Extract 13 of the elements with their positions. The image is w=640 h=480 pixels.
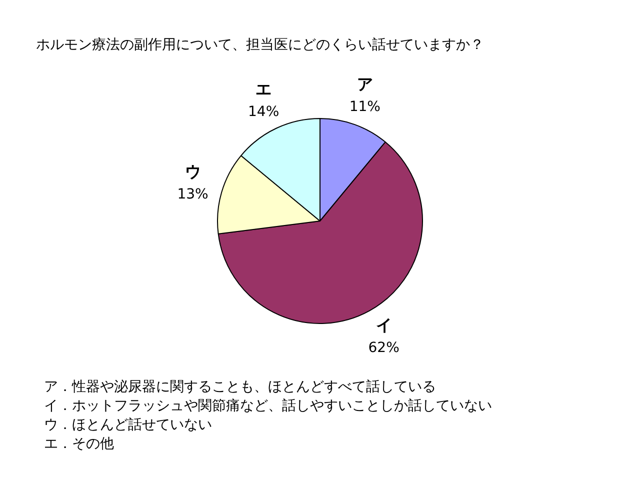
data-label: 62%: [368, 340, 400, 356]
data-label: 13%: [177, 186, 208, 203]
text: イ．ホットフラッシュや関節痛など、話しやすいことしか話していない: [44, 397, 492, 416]
slice-label: エ: [256, 79, 272, 98]
chart-title: ホルモン療法の副作用について、担当医にどのくらい話せていますか？: [36, 36, 484, 54]
data-label: 11%: [349, 98, 380, 115]
data-label: 14%: [248, 104, 280, 120]
slice-label: ウ: [184, 162, 201, 182]
text: ウ．ほとんど話せていない: [44, 416, 213, 435]
text: エ．その他: [44, 435, 115, 454]
text: ア．性器や泌尿器に関することも、ほとんどすべて話している: [44, 378, 437, 397]
slice-label: ア: [356, 74, 373, 94]
slice-label: イ: [376, 315, 392, 334]
